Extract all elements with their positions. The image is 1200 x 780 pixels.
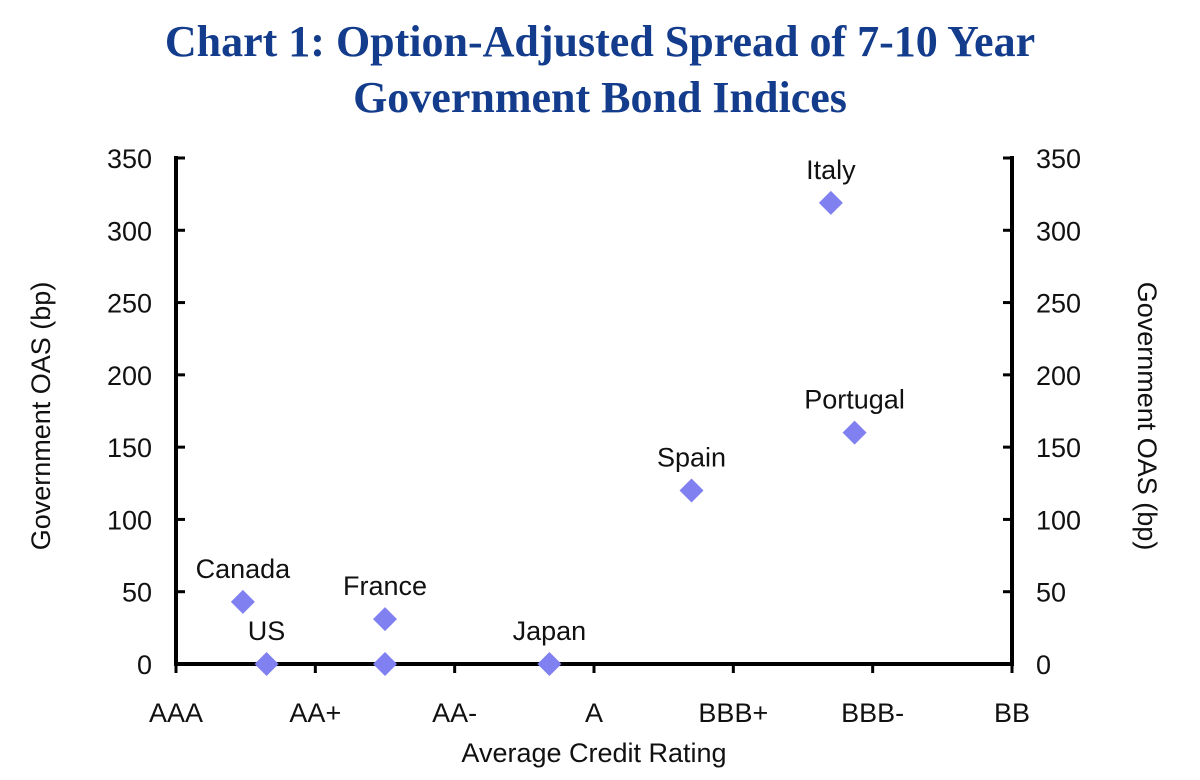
x-axis-ticks: AAA AA+ AA- A BBB+ BBB- BB: [149, 664, 1030, 728]
left-y-axis-ticks: 0 50 100 150 200 250 300 350: [107, 144, 185, 680]
right-y-axis-ticks: 0 50 100 150 200 250 300 350: [1003, 144, 1081, 680]
data-point-label: US: [248, 616, 286, 646]
chart-title-line-1: Chart 1: Option-Adjusted Spread of 7-10 …: [164, 17, 1036, 66]
x-tick-label: BB: [994, 698, 1030, 728]
data-point-label: France: [343, 571, 427, 601]
right-y-tick-label: 0: [1036, 650, 1051, 680]
left-y-axis-label: Government OAS (bp): [26, 282, 56, 551]
data-point-marker: [373, 652, 397, 676]
axis-labels: Average Credit Rating Government OAS (bp)…: [26, 282, 1162, 768]
right-y-tick-label: 200: [1036, 361, 1081, 391]
left-y-tick-label: 150: [107, 433, 152, 463]
data-point-marker: [842, 420, 867, 445]
x-tick-label: AA-: [432, 698, 477, 728]
left-y-tick-label: 50: [122, 578, 152, 608]
data-point-marker: [230, 589, 255, 614]
x-tick-label: AAA: [149, 698, 203, 728]
left-y-tick-label: 0: [137, 650, 152, 680]
data-points: Canada US France Japan Spain Italy Portugal: [196, 155, 905, 676]
data-point-marker: [679, 478, 704, 503]
x-axis-label: Average Credit Rating: [461, 738, 726, 768]
x-tick-label: A: [585, 698, 603, 728]
data-point-label: Italy: [806, 155, 856, 185]
right-y-tick-label: 150: [1036, 433, 1081, 463]
data-point-label: Canada: [196, 554, 292, 584]
x-tick-label: BBB-: [841, 698, 904, 728]
right-y-axis-label: Government OAS (bp): [1132, 282, 1162, 551]
x-tick-label: BBB+: [698, 698, 768, 728]
left-y-tick-label: 100: [107, 505, 152, 535]
data-point-label: Japan: [513, 616, 587, 646]
data-point-marker: [818, 190, 843, 215]
chart-title: Chart 1: Option-Adjusted Spread of 7-10 …: [0, 14, 1200, 126]
left-y-tick-label: 350: [107, 144, 152, 174]
data-point-marker: [254, 652, 279, 676]
data-point-label: Spain: [657, 443, 726, 473]
data-point-marker: [373, 607, 397, 632]
right-y-tick-label: 50: [1036, 578, 1066, 608]
x-tick-label: AA+: [289, 698, 341, 728]
left-y-tick-label: 250: [107, 289, 152, 319]
right-y-tick-label: 350: [1036, 144, 1081, 174]
right-y-tick-label: 300: [1036, 216, 1081, 246]
right-y-tick-label: 250: [1036, 289, 1081, 319]
left-y-tick-label: 300: [107, 216, 152, 246]
data-point-marker: [537, 652, 562, 676]
right-y-tick-label: 100: [1036, 505, 1081, 535]
data-point-label: Portugal: [804, 385, 905, 415]
left-y-tick-label: 200: [107, 361, 152, 391]
chart-title-line-2: Government Bond Indices: [353, 73, 847, 122]
